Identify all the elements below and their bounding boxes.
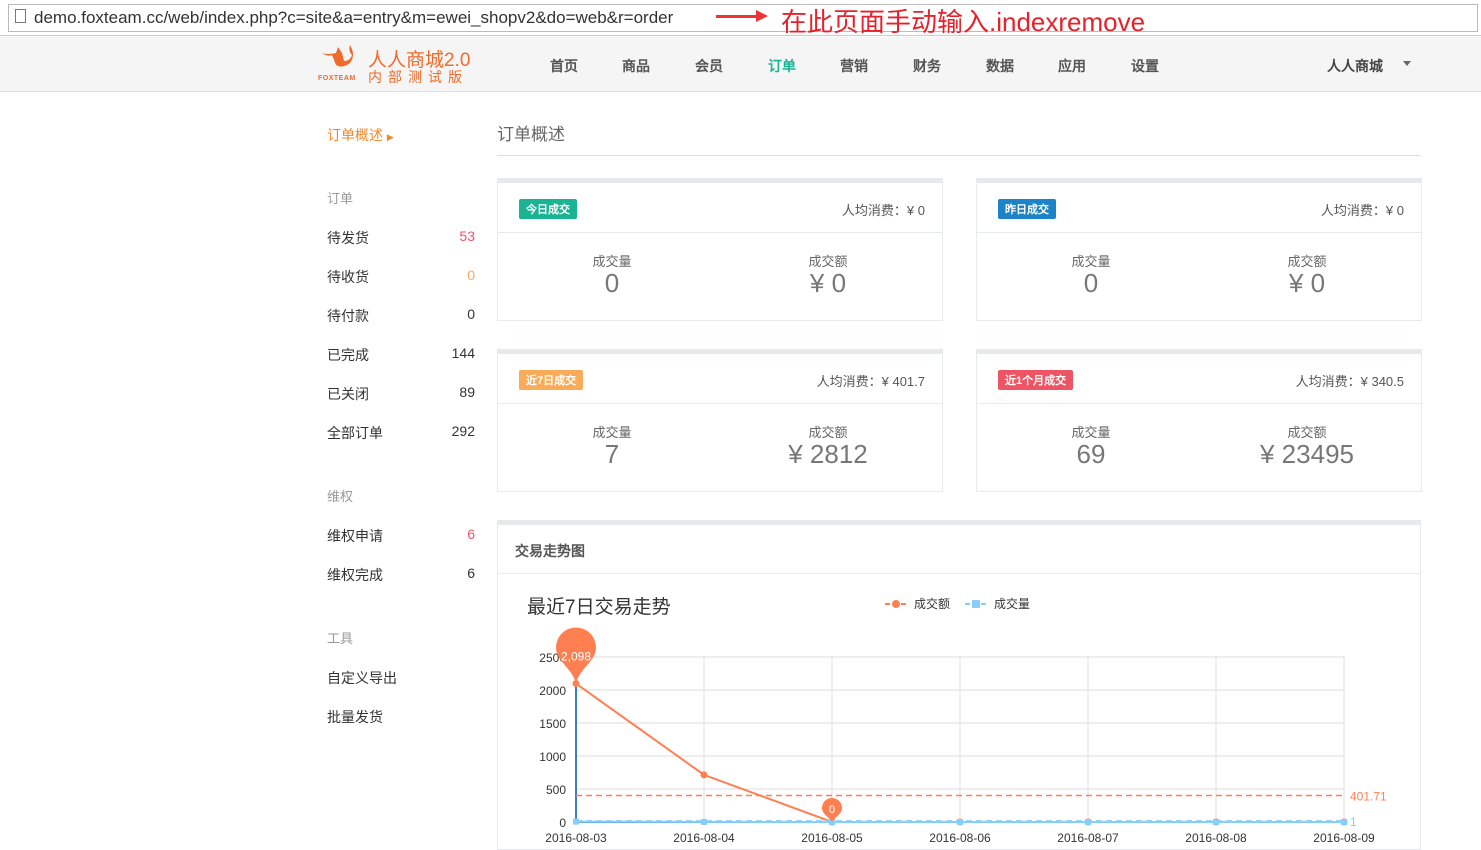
x-tick-label: 2016-08-08 [1185,831,1247,845]
data-point[interactable] [957,819,963,825]
y-tick-label: 2000 [539,684,566,698]
legend-label[interactable]: 成交额 [914,596,950,611]
y-tick-label: 1500 [539,717,566,731]
x-tick-label: 2016-08-07 [1057,831,1119,845]
data-point[interactable] [1085,819,1091,825]
chart-title: 最近7日交易走势 [527,596,671,618]
y-tick-label: 0 [559,816,566,830]
x-tick-label: 2016-08-06 [929,831,991,845]
data-point[interactable] [1341,819,1347,825]
mean-label: 1 [1350,815,1357,829]
x-tick-label: 2016-08-05 [801,831,863,845]
x-tick-label: 2016-08-09 [1313,831,1375,845]
legend-label[interactable]: 成交量 [994,596,1030,611]
y-tick-label: 1000 [539,750,566,764]
x-tick-label: 2016-08-04 [673,831,735,845]
min-label: 0 [829,804,835,816]
data-point[interactable] [1213,819,1219,825]
y-tick-label: 500 [546,783,566,797]
x-tick-label: 2016-08-03 [545,831,607,845]
mean-label: 401.71 [1350,789,1387,803]
legend-marker [892,600,900,608]
data-point[interactable] [701,819,707,825]
max-label: 2,098 [561,650,591,664]
legend-marker [972,600,980,608]
data-point[interactable] [701,771,708,778]
